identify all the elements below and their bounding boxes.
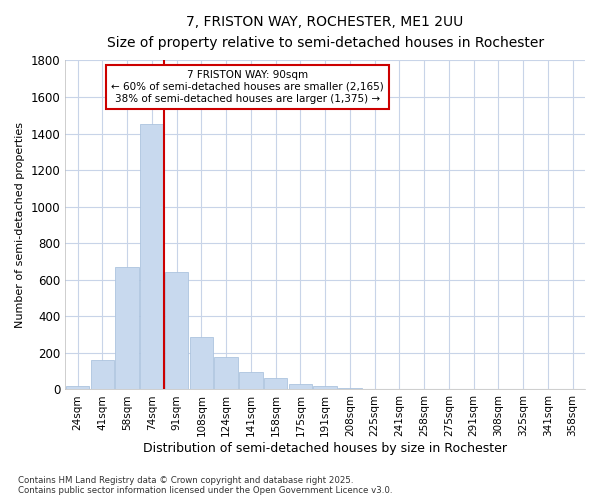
Bar <box>66 386 89 390</box>
Bar <box>239 372 263 390</box>
X-axis label: Distribution of semi-detached houses by size in Rochester: Distribution of semi-detached houses by … <box>143 442 507 455</box>
Y-axis label: Number of semi-detached properties: Number of semi-detached properties <box>15 122 25 328</box>
Bar <box>264 378 287 390</box>
Bar <box>338 388 362 390</box>
Text: 7 FRISTON WAY: 90sqm
← 60% of semi-detached houses are smaller (2,165)
38% of se: 7 FRISTON WAY: 90sqm ← 60% of semi-detac… <box>111 70 383 104</box>
Bar <box>115 267 139 390</box>
Bar <box>388 389 411 390</box>
Bar <box>165 272 188 390</box>
Text: Contains HM Land Registry data © Crown copyright and database right 2025.
Contai: Contains HM Land Registry data © Crown c… <box>18 476 392 495</box>
Bar <box>214 358 238 390</box>
Bar <box>313 386 337 390</box>
Bar <box>363 388 386 390</box>
Bar <box>140 124 164 390</box>
Bar <box>190 338 213 390</box>
Bar <box>289 384 312 390</box>
Bar <box>91 360 114 390</box>
Title: 7, FRISTON WAY, ROCHESTER, ME1 2UU
Size of property relative to semi-detached ho: 7, FRISTON WAY, ROCHESTER, ME1 2UU Size … <box>107 15 544 50</box>
Bar <box>412 389 436 390</box>
